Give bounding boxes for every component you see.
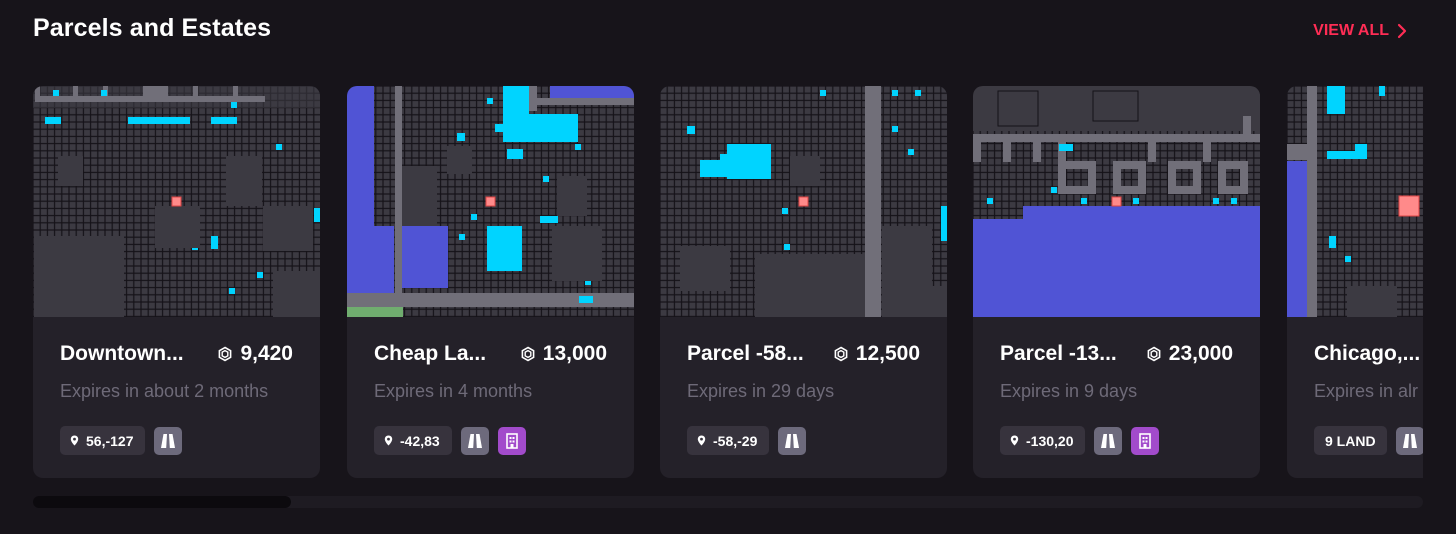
expiry-text: Expires in 29 days [687,381,835,401]
card-info: Parcel -58... 12,500 Expires in 29 days … [660,317,947,478]
mana-icon [521,346,535,362]
tags-row: 9 LAND [1314,426,1423,455]
card-info: Downtown... 9,420 Expires in about 2 mon… [33,317,320,478]
location-pin-icon [697,435,706,446]
section-title: Parcels and Estates [33,14,272,42]
parcel-card[interactable]: Cheap La... 13,000 Expires in 4 months -… [347,86,634,478]
price: 12,500 [833,342,920,366]
parcel-card[interactable]: Parcel -58... 12,500 Expires in 29 days … [660,86,947,478]
view-all-link[interactable]: VIEW ALL [1313,22,1407,40]
district-badge[interactable] [1131,426,1160,455]
price-value: 12,500 [855,342,920,365]
coords-badge[interactable]: -58,-29 [687,426,770,455]
parcel-name[interactable]: Cheap La... [374,342,487,365]
district-icon [1139,432,1152,449]
road-badge[interactable] [1395,426,1423,455]
expiry-text: Expires in alr [1314,381,1419,401]
road-icon [161,433,176,448]
view-all-label: VIEW ALL [1313,22,1389,39]
land-count-badge[interactable]: 9 LAND [1314,426,1387,455]
mana-icon [834,346,848,362]
coords-value: -58,-29 [713,432,758,449]
mana-icon [1147,346,1161,362]
road-icon [1101,433,1116,448]
price: 23,000 [1146,342,1233,366]
card-info: Parcel -13... 23,000 Expires in 9 days -… [973,317,1260,478]
coords-badge[interactable]: -42,83 [374,426,452,455]
district-icon [505,432,518,449]
tags-row: 56,-127 [60,426,183,455]
chevron-right-icon [1397,23,1407,39]
parcel-map-thumbnail [347,86,634,317]
location-pin-icon [1010,435,1019,446]
location-pin-icon [384,435,393,446]
scrollbar-thumb[interactable] [33,496,291,508]
coords-value: -130,20 [1026,432,1074,449]
estate-name[interactable]: Chicago,... [1314,342,1421,365]
location-pin-icon [70,435,79,446]
price: 13,000 [520,342,607,366]
parcel-map-thumbnail [1287,86,1423,317]
road-icon [785,433,800,448]
parcel-map-thumbnail [660,86,947,317]
expiry-text: Expires in 9 days [1000,381,1138,401]
road-badge[interactable] [1094,426,1123,455]
parcel-card[interactable]: Downtown... 9,420 Expires in about 2 mon… [33,86,320,478]
district-badge[interactable] [497,426,526,455]
parcel-map-thumbnail [973,86,1260,317]
price-value: 9,420 [240,342,293,365]
parcel-card[interactable]: Parcel -13... 23,000 Expires in 9 days -… [973,86,1260,478]
horizontal-scrollbar[interactable] [33,496,1423,508]
price-value: 13,000 [542,342,607,365]
tags-row: -42,83 [374,426,526,455]
coords-value: -42,83 [400,432,440,449]
tags-row: -58,-29 [687,426,807,455]
road-badge[interactable] [778,426,807,455]
coords-value: 56,-127 [86,432,134,449]
card-info: Cheap La... 13,000 Expires in 4 months -… [347,317,634,478]
road-badge[interactable] [154,426,183,455]
road-icon [1402,433,1417,448]
parcel-name[interactable]: Downtown... [60,342,184,365]
price-value: 23,000 [1168,342,1233,365]
estate-card[interactable]: Chicago,... Expires in alr 9 LAND [1287,86,1423,478]
coords-badge[interactable]: -130,20 [1000,426,1086,455]
road-badge[interactable] [460,426,489,455]
expiry-text: Expires in 4 months [374,381,533,401]
land-count-value: 9 LAND [1325,432,1376,449]
parcel-name[interactable]: Parcel -13... [1000,342,1117,365]
parcel-name[interactable]: Parcel -58... [687,342,804,365]
tags-row: -130,20 [1000,426,1160,455]
card-info: Chicago,... Expires in alr 9 LAND [1287,317,1423,478]
coords-badge[interactable]: 56,-127 [60,426,146,455]
expiry-text: Expires in about 2 months [60,381,269,401]
road-icon [467,433,482,448]
cards-carousel[interactable]: Downtown... 9,420 Expires in about 2 mon… [33,86,1423,478]
parcel-map-thumbnail [33,86,320,317]
price: 9,420 [217,342,293,366]
mana-icon [219,346,232,362]
